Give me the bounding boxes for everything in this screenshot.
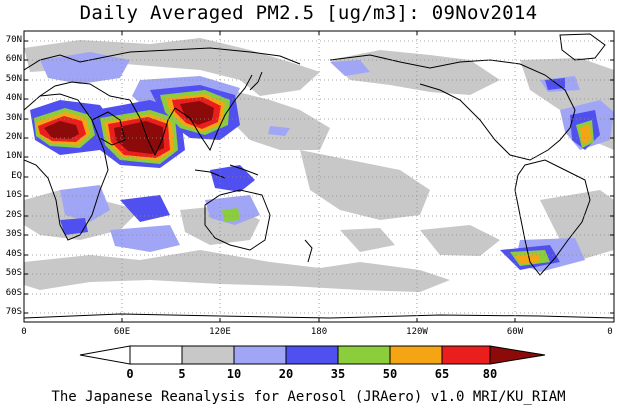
- colorbar-segment-above-80: [489, 345, 546, 365]
- credit-line: The Japanese Reanalysis for Aerosol (JRA…: [51, 389, 566, 405]
- colorbar-segment-50-65: [389, 345, 443, 365]
- colorbar-label-65: 65: [434, 367, 450, 381]
- lat-label-30n: 30N: [5, 113, 22, 123]
- pm25-map: [23, 30, 615, 323]
- longitude-labels: 0 60E 120E 180 120W 60W 0: [0, 327, 617, 339]
- colorbar-label-5: 5: [178, 367, 186, 381]
- colorbar-segment-below-0: [79, 345, 131, 365]
- colorbar-segment-20-35: [285, 345, 339, 365]
- lon-label-60w: 60W: [506, 327, 524, 337]
- colorbar-label-20: 20: [278, 367, 294, 381]
- lat-label-20s: 20S: [5, 210, 22, 220]
- lon-label-0-east: 0: [607, 327, 613, 337]
- color-scale-bar: [79, 345, 546, 365]
- lat-label-50s: 50S: [5, 268, 22, 278]
- lon-label-180: 180: [310, 327, 328, 337]
- lat-label-70n: 70N: [5, 35, 22, 45]
- colorbar-segment-10-20: [233, 345, 287, 365]
- colorbar-label-10: 10: [226, 367, 242, 381]
- colorbar-label-0: 0: [126, 367, 134, 381]
- lat-label-60s: 60S: [5, 288, 22, 298]
- lon-label-120e: 120E: [209, 327, 231, 337]
- lat-label-60n: 60N: [5, 54, 22, 64]
- lat-label-40n: 40N: [5, 93, 22, 103]
- colorbar-label-50: 50: [382, 367, 398, 381]
- lon-label-60e: 60E: [113, 327, 131, 337]
- lon-label-0-west: 0: [21, 327, 27, 337]
- latitude-labels: 70N 60N 50N 40N 30N 20N 10N EQ 10S 20S 3…: [0, 0, 24, 410]
- lat-label-40s: 40S: [5, 249, 22, 259]
- lat-label-10n: 10N: [5, 151, 22, 161]
- map-title: Daily Averaged PM2.5 [ug/m3]: 09Nov2014: [79, 2, 538, 24]
- colorbar-label-35: 35: [330, 367, 346, 381]
- colorbar-segment-0-5: [129, 345, 183, 365]
- lat-label-50n: 50N: [5, 74, 22, 84]
- lat-label-30s: 30S: [5, 229, 22, 239]
- colorbar-segment-35-50: [337, 345, 391, 365]
- colorbar-labels: 0 5 10 20 35 50 65 80: [0, 367, 617, 381]
- tick-marks: [23, 31, 615, 322]
- lon-label-120w: 120W: [406, 327, 428, 337]
- lat-label-20n: 20N: [5, 132, 22, 142]
- coastlines: [24, 33, 614, 319]
- lat-label-70s: 70S: [5, 307, 22, 317]
- colorbar-segment-5-10: [181, 345, 235, 365]
- lat-label-10s: 10S: [5, 190, 22, 200]
- lat-label-eq: EQ: [11, 171, 22, 181]
- colorbar-label-80: 80: [482, 367, 498, 381]
- colorbar-segment-65-80: [441, 345, 491, 365]
